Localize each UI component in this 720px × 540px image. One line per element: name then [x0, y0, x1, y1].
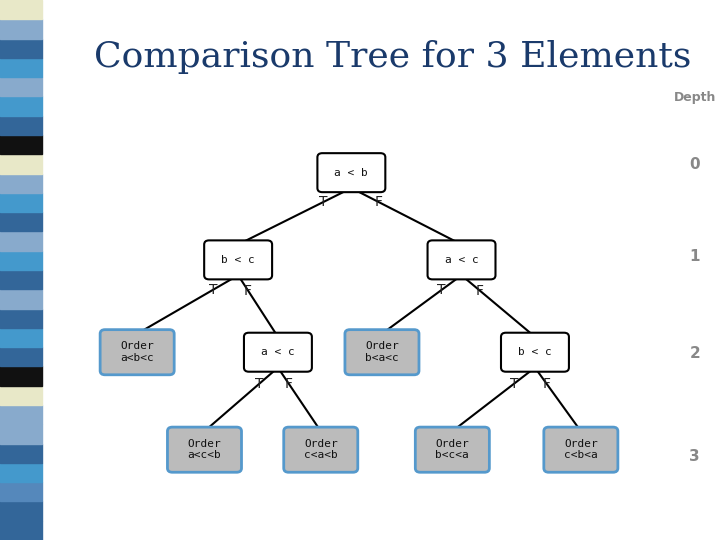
- Text: Order
a<c<b: Order a<c<b: [188, 439, 221, 461]
- Text: 1: 1: [690, 249, 700, 264]
- Text: F: F: [244, 284, 252, 298]
- Text: 3: 3: [690, 449, 700, 464]
- FancyBboxPatch shape: [544, 427, 618, 472]
- Text: T: T: [510, 376, 518, 390]
- Text: Order
c<a<b: Order c<a<b: [304, 439, 338, 461]
- Text: Order
a<b<c: Order a<b<c: [120, 341, 154, 363]
- Text: F: F: [375, 195, 383, 209]
- Text: T: T: [256, 376, 264, 390]
- Text: b < c: b < c: [518, 347, 552, 357]
- Text: 2: 2: [690, 346, 700, 361]
- FancyBboxPatch shape: [415, 427, 490, 472]
- Text: 0: 0: [690, 157, 700, 172]
- Text: F: F: [284, 376, 292, 390]
- FancyBboxPatch shape: [345, 329, 419, 375]
- Text: T: T: [209, 283, 217, 297]
- Text: a < c: a < c: [445, 255, 478, 265]
- FancyBboxPatch shape: [501, 333, 569, 372]
- FancyBboxPatch shape: [284, 427, 358, 472]
- Text: F: F: [476, 284, 484, 298]
- Text: Order
b<c<a: Order b<c<a: [436, 439, 469, 461]
- Text: b < c: b < c: [221, 255, 255, 265]
- FancyBboxPatch shape: [318, 153, 385, 192]
- FancyBboxPatch shape: [244, 333, 312, 372]
- FancyBboxPatch shape: [168, 427, 241, 472]
- Text: Comparison Tree for 3 Elements: Comparison Tree for 3 Elements: [94, 40, 691, 75]
- Text: Depth: Depth: [674, 91, 716, 104]
- Text: a < c: a < c: [261, 347, 294, 357]
- Text: Order
b<a<c: Order b<a<c: [365, 341, 399, 363]
- FancyBboxPatch shape: [100, 329, 174, 375]
- FancyBboxPatch shape: [204, 240, 272, 279]
- Text: T: T: [319, 195, 328, 209]
- Text: Order
c<b<a: Order c<b<a: [564, 439, 598, 461]
- Text: T: T: [437, 283, 446, 297]
- Text: F: F: [542, 376, 550, 390]
- FancyBboxPatch shape: [428, 240, 495, 279]
- Text: a < b: a < b: [335, 167, 368, 178]
